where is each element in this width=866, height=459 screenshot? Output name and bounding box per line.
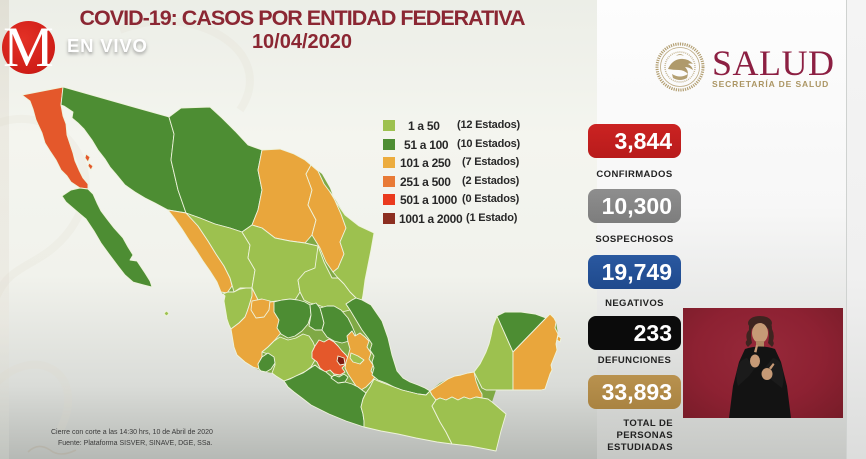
svg-text:SECRETARÍA DE SALUD: SECRETARÍA DE SALUD bbox=[712, 79, 829, 89]
svg-text:SALUD: SALUD bbox=[712, 43, 835, 83]
